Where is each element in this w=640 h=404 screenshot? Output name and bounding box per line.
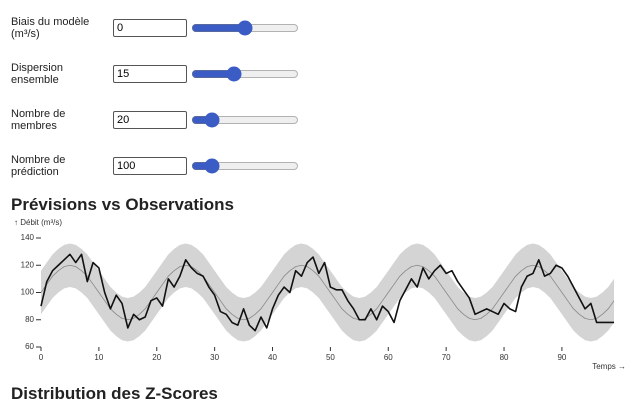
x-tick-label: 50 (326, 353, 335, 362)
chart: ↑ Débit (m³/s) Temps → 60 80 100 120 140 0 10 2… (14, 218, 626, 371)
control-label: Nombre de prédiction (11, 154, 66, 178)
x-tick-label: 10 (94, 353, 103, 362)
y-axis-label: ↑ Débit (m³/s) (14, 218, 62, 227)
control-label: Biais du modèle (m³/s) (11, 16, 90, 40)
x-tick-label: 90 (557, 353, 566, 362)
uncertainty-band (41, 243, 614, 342)
y-tick-label: 120 (21, 260, 35, 269)
x-axis-label: Temps → (592, 362, 626, 371)
control-row: Biais du modèle (m³/s) (11, 10, 311, 46)
slider[interactable] (191, 20, 299, 36)
number-input[interactable] (113, 111, 187, 129)
slider[interactable] (191, 112, 299, 128)
y-tick-label: 100 (21, 288, 35, 297)
control-row: Nombre de membres (11, 102, 311, 138)
x-tick-label: 80 (500, 353, 509, 362)
x-tick-label: 60 (384, 353, 393, 362)
x-tick-label: 0 (39, 353, 44, 362)
y-tick-label: 60 (25, 342, 34, 351)
chart-title: Prévisions vs Observations (11, 195, 234, 214)
series-line (40, 253, 614, 332)
x-tick-label: 70 (442, 353, 451, 362)
control-label: Dispersion ensemble (11, 62, 63, 86)
y-tick-label: 80 (25, 315, 34, 324)
x-tick-label: 30 (210, 353, 219, 362)
number-input[interactable] (113, 65, 187, 83)
number-input[interactable] (113, 19, 187, 37)
number-input[interactable] (113, 157, 187, 175)
control-label: Nombre de membres (11, 108, 66, 132)
y-tick-label: 140 (21, 233, 35, 242)
slider[interactable] (191, 158, 299, 174)
slider[interactable] (191, 66, 299, 82)
x-tick-label: 20 (152, 353, 161, 362)
x-tick-label: 40 (268, 353, 277, 362)
control-row: Dispersion ensemble (11, 56, 311, 92)
section-heading: Distribution des Z-Scores (11, 384, 218, 403)
control-row: Nombre de prédiction (11, 148, 311, 184)
